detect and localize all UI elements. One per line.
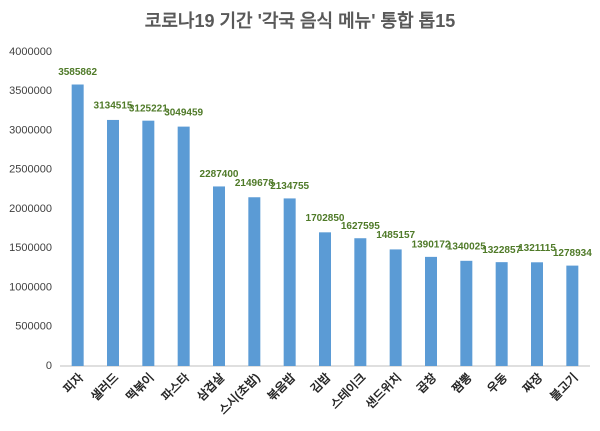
x-tick-label: 불고기: [547, 370, 581, 404]
x-tick-label: 김밥: [307, 370, 333, 396]
x-tick-label: 볶음밥: [264, 370, 298, 404]
y-tick-label: 2000000: [9, 203, 52, 215]
x-tick-label: 짜장: [519, 370, 545, 396]
x-tick-label: 피자: [60, 370, 86, 396]
value-label: 1321115: [518, 243, 556, 254]
value-label: 3134515: [94, 101, 133, 112]
bar: [213, 186, 225, 366]
value-label: 1702850: [306, 213, 345, 224]
value-label: 3585862: [58, 67, 97, 78]
value-label: 1278934: [553, 248, 592, 259]
y-tick-label: 4000000: [9, 46, 52, 58]
value-label: 1485157: [376, 230, 415, 241]
bar: [354, 238, 367, 366]
bar: [71, 84, 84, 367]
x-tick-label: 짬뽕: [448, 370, 474, 396]
x-tick-label: 파스타: [158, 370, 192, 404]
bar: [177, 126, 190, 367]
value-label: 3125221: [129, 103, 168, 114]
bar: [142, 120, 155, 366]
bar: [319, 232, 331, 366]
x-tick-label: 우동: [485, 370, 511, 396]
bar: [531, 262, 543, 366]
x-tick-label: 스테이크: [327, 370, 369, 412]
y-tick-label: 0: [46, 360, 52, 372]
value-label: 2287400: [200, 169, 239, 180]
x-tick-label: 곱창: [413, 370, 439, 396]
value-label: 1322857: [482, 245, 521, 256]
x-tick-label: 샌드위치: [362, 370, 404, 412]
value-label: 1340025: [447, 241, 486, 252]
bar: [566, 265, 579, 366]
bar: [425, 256, 437, 366]
chart-title: 코로나19 기간 '각국 음식 메뉴' 통합 톱15: [145, 10, 455, 31]
y-tick-label: 500000: [15, 321, 52, 333]
bar: [248, 197, 261, 366]
y-tick-label: 3500000: [9, 85, 52, 97]
x-tick-label: 삼겹살: [193, 370, 227, 404]
y-tick-label: 1000000: [9, 281, 52, 293]
bar: [389, 249, 402, 366]
value-label: 3049459: [164, 107, 203, 118]
y-tick-label: 1500000: [9, 242, 52, 254]
bar: [460, 260, 473, 366]
value-label: 2134755: [270, 181, 309, 192]
bar: [283, 198, 296, 366]
y-tick-label: 2500000: [9, 164, 52, 176]
y-tick-label: 3000000: [9, 124, 52, 136]
x-tick-label: 떡볶이: [123, 370, 157, 404]
value-label: 1390172: [412, 240, 451, 251]
x-tick-label: 샐러드: [87, 370, 121, 404]
value-label: 2149678: [235, 178, 274, 189]
bar: [107, 119, 119, 366]
bar: [495, 262, 508, 366]
value-label: 1627595: [341, 221, 380, 232]
